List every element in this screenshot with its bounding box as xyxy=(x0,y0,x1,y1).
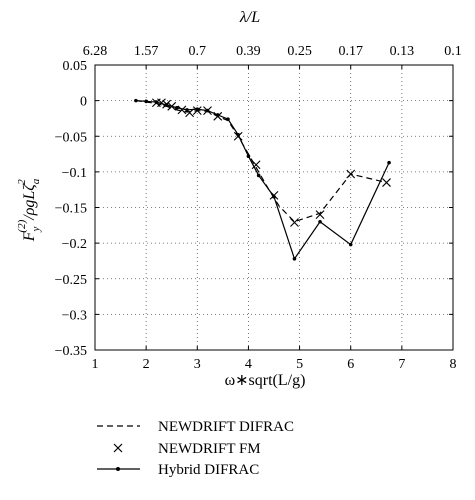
data-point-hybrid-difrac xyxy=(144,99,148,104)
legend-item-hybrid-difrac: Hybrid DIFRAC xyxy=(97,462,259,478)
axes: 1 2 3 4 5 6 7 8 6.28 1.57 0.7 0.39 0.25 0.17 0.13 0.1 0.… xyxy=(55,44,462,372)
x-tick-label: 1 xyxy=(92,357,99,372)
x-tick-label: 4 xyxy=(245,357,252,372)
legend-label-newdrift-fm: NEWDRIFT FM xyxy=(158,441,261,457)
x-tick-label: 2 xyxy=(143,357,150,372)
data-point-hybrid-difrac xyxy=(256,173,261,178)
data-point-hybrid-difrac xyxy=(205,108,210,113)
data-point-hybrid-difrac xyxy=(134,98,138,103)
legend-item-newdrift-difrac: NEWDRIFT DIFRAC xyxy=(97,419,294,435)
y-tick-label: 0 xyxy=(80,95,87,110)
data-point-newdrift-fm xyxy=(290,218,299,227)
data-point-newdrift-fm xyxy=(346,169,356,179)
y-tick-label: −0.2 xyxy=(62,237,87,252)
legend-x-marker-swatch xyxy=(113,443,123,453)
y-label-sup: (2) xyxy=(16,219,28,232)
data-point-hybrid-difrac xyxy=(154,100,159,104)
y-tick-label: 0.05 xyxy=(63,59,88,74)
x-tick-label: 7 xyxy=(398,357,405,372)
series-line-newdrift-difrac xyxy=(135,100,387,223)
top-tick-label: 6.28 xyxy=(83,44,108,59)
data-point-hybrid-difrac xyxy=(272,195,276,199)
top-tick-label: 0.7 xyxy=(189,44,207,59)
y-tick-label: −0.15 xyxy=(55,202,87,217)
y-tick-label: −0.1 xyxy=(62,166,87,181)
y-axis-label: Fy(2)/ρgLζa2 xyxy=(16,178,42,242)
data-point-newdrift-fm xyxy=(315,210,325,220)
top-tick-label: 0.17 xyxy=(338,44,363,59)
x-tick-label: 5 xyxy=(296,357,303,372)
data-point-hybrid-difrac xyxy=(246,154,251,158)
y-tick-label: −0.35 xyxy=(55,344,87,359)
top-tick-label: 0.1 xyxy=(444,44,462,59)
data-point-newdrift-fm xyxy=(157,98,166,108)
data-point-hybrid-difrac xyxy=(226,117,230,121)
data-point-hybrid-difrac xyxy=(387,160,391,165)
data-point-hybrid-difrac xyxy=(195,107,200,111)
legend-item-newdrift-fm: NEWDRIFT FM xyxy=(113,441,261,457)
top-tick-label: 1.57 xyxy=(134,44,159,59)
legend-label-hybrid-difrac: Hybrid DIFRAC xyxy=(158,462,259,478)
data-point-hybrid-difrac xyxy=(236,133,240,137)
y-tick-label: −0.25 xyxy=(55,273,87,288)
top-axis-label: λ/L xyxy=(239,9,260,26)
data-point-hybrid-difrac xyxy=(348,242,353,247)
y-tick-label: −0.05 xyxy=(55,130,87,145)
data-point-newdrift-fm xyxy=(382,178,391,187)
top-tick-label: 0.13 xyxy=(390,44,415,59)
y-label-denom: /ρgLζ xyxy=(21,183,38,221)
data-point-hybrid-difrac xyxy=(215,113,220,117)
series-layer xyxy=(134,98,391,261)
legend-label-newdrift-difrac: NEWDRIFT DIFRAC xyxy=(158,419,294,435)
legend: NEWDRIFT DIFRAC NEWDRIFT FM Hybrid DIFRA… xyxy=(97,419,294,478)
grid xyxy=(95,65,453,350)
legend-dot-marker-swatch xyxy=(116,467,120,471)
data-point-hybrid-difrac xyxy=(185,108,189,112)
data-point-hybrid-difrac xyxy=(292,257,297,261)
data-point-newdrift-fm xyxy=(251,160,261,170)
y-label-denom-sub: a xyxy=(30,178,42,184)
data-point-hybrid-difrac xyxy=(175,105,179,110)
x-tick-label: 6 xyxy=(347,357,354,372)
top-tick-label: 0.25 xyxy=(287,44,312,59)
data-point-newdrift-fm xyxy=(177,105,187,115)
x-axis-label: ω∗sqrt(L/g) xyxy=(225,372,306,389)
data-point-hybrid-difrac xyxy=(164,103,169,107)
y-label-sub: y xyxy=(30,226,42,232)
y-tick-label: −0.3 xyxy=(62,308,87,323)
data-point-hybrid-difrac xyxy=(318,219,322,224)
x-tick-label: 8 xyxy=(450,357,457,372)
top-tick-label: 0.39 xyxy=(236,44,261,59)
y-label-main: F xyxy=(21,231,38,242)
y-label-denom-sup: 2 xyxy=(16,179,28,185)
x-tick-label: 3 xyxy=(194,357,201,372)
